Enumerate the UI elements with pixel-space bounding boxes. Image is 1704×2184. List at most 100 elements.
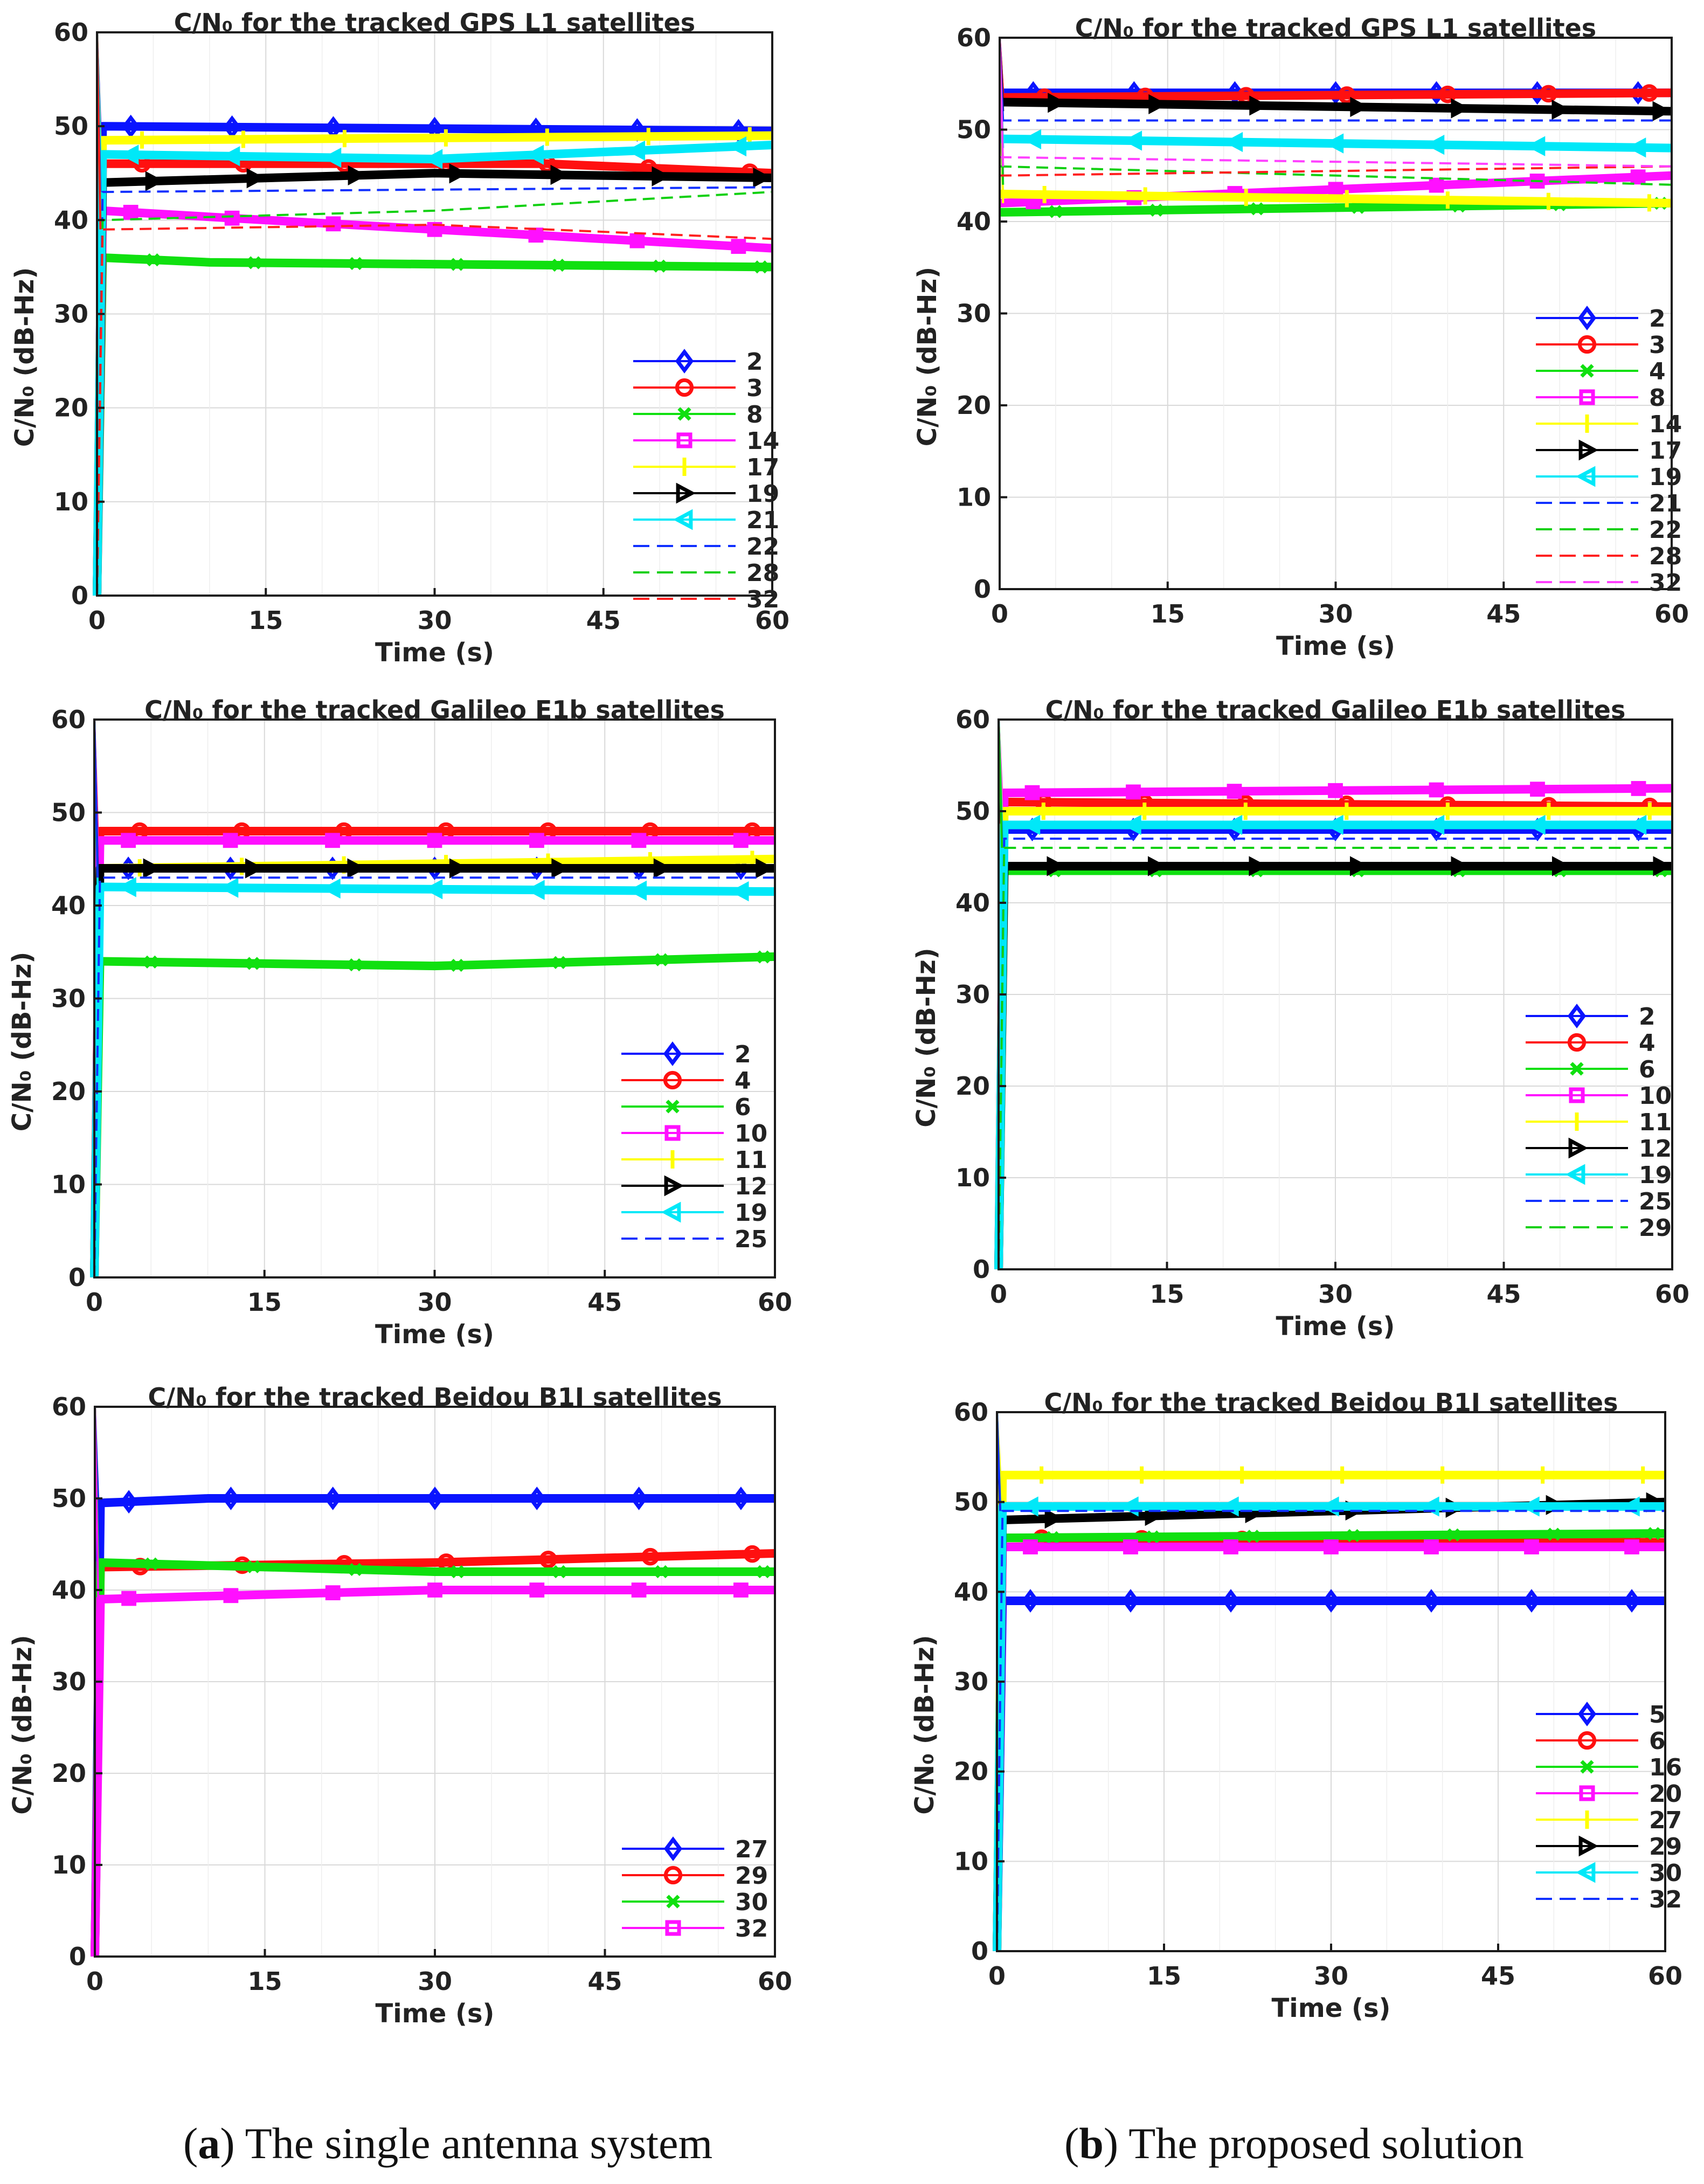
legend-item: 22	[633, 533, 779, 561]
series-line	[996, 1510, 1665, 1952]
y-tick-label: 20	[52, 1759, 86, 1788]
data-point	[630, 1487, 648, 1510]
x-tick-label: 45	[1486, 1280, 1521, 1309]
data-point	[324, 1487, 342, 1510]
y-tick-label: 50	[52, 1484, 86, 1513]
data-point	[145, 171, 164, 191]
legend-label: 8	[1649, 384, 1666, 412]
data-point	[631, 833, 647, 848]
legend-item: 14	[633, 427, 779, 455]
y-tick-label: 50	[954, 1488, 988, 1517]
y-tick-label: 30	[957, 299, 991, 328]
legend-label: 25	[1639, 1188, 1672, 1215]
y-tick-label: 20	[954, 1757, 988, 1786]
x-tick-label: 45	[1481, 1961, 1515, 1991]
data-point	[449, 163, 468, 184]
data-point	[1627, 814, 1647, 835]
y-tick-label: 30	[51, 984, 86, 1013]
data-point	[221, 146, 240, 167]
legend-label: 6	[1649, 1727, 1666, 1755]
y-tick-label: 30	[955, 980, 990, 1009]
y-tick-label: 50	[51, 798, 86, 827]
x-tick-label: 0	[86, 1288, 103, 1317]
data-point	[1123, 130, 1142, 151]
legend-item: 3	[633, 375, 763, 402]
data-point	[145, 1557, 158, 1571]
legend-label: 5	[1649, 1701, 1666, 1729]
data-point	[1547, 1528, 1561, 1541]
data-point	[1046, 1531, 1059, 1544]
legend-item: 19	[621, 1199, 767, 1227]
legend-item: 19	[1526, 1162, 1672, 1189]
data-point	[427, 833, 442, 848]
legend-item: 11	[1526, 1109, 1672, 1136]
x-tick-label: 15	[248, 606, 283, 635]
data-point	[1540, 85, 1557, 103]
y-tick-label: 50	[955, 797, 990, 826]
x-tick-label: 60	[758, 1967, 792, 1996]
legend-label: 8	[746, 401, 763, 428]
legend-item: 10	[621, 1120, 767, 1148]
legend-label: 19	[735, 1199, 767, 1227]
data-point	[731, 239, 746, 254]
series-line	[998, 838, 1672, 1270]
legend-label: 29	[735, 1862, 768, 1890]
y-tick-label: 60	[51, 705, 86, 734]
data-point	[347, 858, 366, 879]
y-tick-label: 50	[957, 115, 991, 144]
data-point	[732, 1487, 750, 1510]
data-point	[121, 833, 136, 848]
y-tick-label: 40	[52, 1575, 86, 1605]
data-point	[1652, 101, 1672, 121]
y-tick-label: 40	[954, 1577, 988, 1606]
data-point	[451, 958, 464, 972]
legend-label: 2	[1639, 1003, 1655, 1031]
y-axis-label: C/N₀ (dB-Hz)	[7, 952, 37, 1132]
legend-item: 32	[1536, 1886, 1682, 1913]
data-point	[1640, 84, 1658, 102]
data-point	[223, 833, 238, 848]
data-point	[552, 956, 566, 969]
x-tick-label: 60	[758, 1288, 792, 1317]
legend-label: 2	[735, 1041, 751, 1068]
y-axis-label: C/N₀ (dB-Hz)	[912, 267, 943, 447]
chart-a-galileo: 0 15 30 45 60 0 10 20 30 40 50 60 C/N₀ for the track…	[7, 695, 792, 1350]
x-tick-label: 45	[1486, 599, 1521, 628]
data-point	[1422, 1589, 1440, 1613]
y-tick-label: 40	[54, 205, 88, 234]
chart-title: C/N₀ for the tracked Galileo E1b satelli…	[1045, 695, 1626, 724]
y-tick-label: 10	[957, 483, 991, 512]
y-axis-label: C/N₀ (dB-Hz)	[10, 267, 40, 447]
data-point	[753, 168, 772, 188]
legend-item: 2	[621, 1041, 751, 1068]
legend-label: 10	[1639, 1082, 1672, 1110]
data-point	[222, 1487, 240, 1510]
series-line	[999, 156, 1672, 168]
data-point	[120, 144, 139, 165]
data-point	[1149, 203, 1163, 217]
y-tick-label: 0	[71, 581, 88, 610]
legend-item: 17	[1536, 437, 1682, 465]
x-tick-label: 15	[1147, 1961, 1181, 1991]
series-line	[998, 847, 1672, 1270]
data-point	[743, 1545, 761, 1563]
legend-item: 32	[622, 1915, 768, 1943]
data-point	[325, 216, 341, 232]
legend-label: 28	[746, 559, 779, 587]
series-line	[999, 88, 1672, 102]
legend-item: 20	[1536, 1780, 1682, 1808]
data-point	[1145, 1505, 1164, 1526]
legend-label: 29	[1639, 1214, 1672, 1242]
data-point	[1325, 133, 1344, 154]
legend-item: 10	[1526, 1082, 1672, 1110]
legend-label: 19	[1649, 464, 1682, 491]
y-tick-label: 30	[954, 1667, 988, 1696]
data-point	[143, 858, 162, 879]
data-point	[1349, 856, 1369, 876]
legend-item: 16	[1536, 1754, 1682, 1781]
legend-item: 30	[622, 1889, 768, 1916]
data-point	[1123, 1539, 1138, 1554]
data-point	[123, 205, 138, 220]
x-tick-label: 30	[1318, 599, 1353, 628]
